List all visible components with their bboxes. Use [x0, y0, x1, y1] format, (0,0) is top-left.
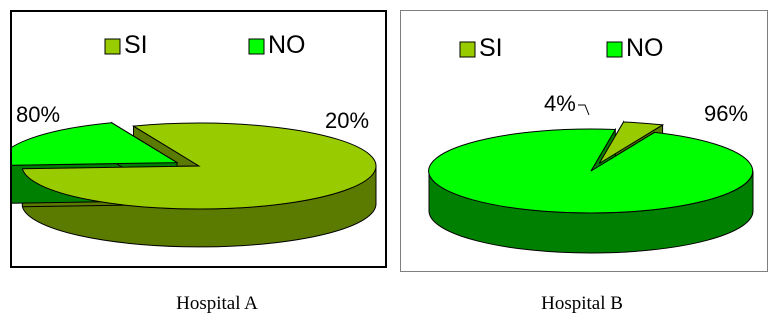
leader-line: [578, 104, 590, 116]
chart-panel-hospital-a: SI NO 80% 20%: [10, 10, 387, 268]
value-label-si: 80%: [16, 102, 60, 127]
legend-swatch-no: [606, 41, 623, 58]
pie-slice-si: [21, 122, 377, 210]
legend-swatch-si: [104, 38, 121, 55]
value-label-si: 4%: [544, 91, 576, 116]
value-label-no: 20%: [325, 108, 369, 133]
pie-slice-no: [428, 128, 754, 214]
legend-label-si: SI: [479, 34, 503, 62]
pie-slice-si: [598, 121, 665, 164]
caption-hospital-b: Hospital B: [541, 293, 623, 314]
legend-label-no: NO: [268, 31, 306, 59]
pie-chart-hospital-b: SI NO 4% 96%: [428, 34, 754, 254]
legend-label-si: SI: [124, 31, 148, 59]
legend-label-no: NO: [626, 34, 664, 62]
chart-panel-hospital-b: SI NO 4% 96%: [400, 10, 768, 272]
value-label-no: 96%: [704, 101, 748, 126]
legend-swatch-no: [248, 38, 265, 55]
pie-chart-hospital-a: SI NO 80% 20%: [12, 31, 377, 248]
legend-swatch-si: [459, 41, 476, 58]
pie-slice-no: [12, 122, 179, 166]
caption-hospital-a: Hospital A: [176, 293, 258, 314]
